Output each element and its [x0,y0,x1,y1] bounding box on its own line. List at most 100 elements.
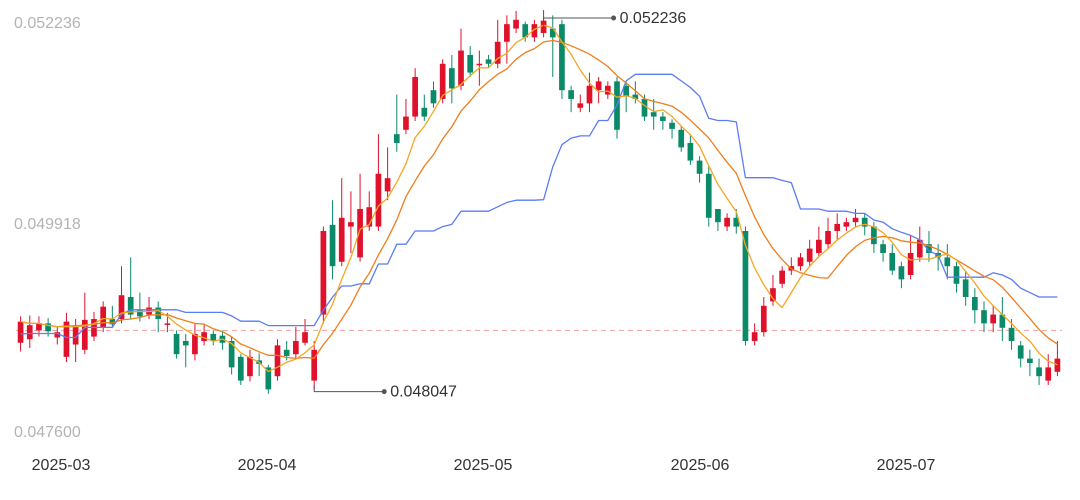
candle-body [1017,345,1024,359]
candle [944,244,951,280]
candle [329,200,336,280]
candle [1036,358,1042,385]
candle-body [155,307,162,319]
candle [816,226,822,258]
candle [210,330,217,346]
candle [458,28,464,91]
candle [705,164,712,227]
candle [760,296,767,337]
candle [724,213,730,231]
candle-body [164,323,171,325]
candle-body [100,306,107,328]
candle-body [577,103,584,108]
x-tick-label: 2025-06 [671,457,730,474]
candle-body [981,310,987,324]
candle [265,364,272,394]
candle [448,54,455,104]
candle [81,292,88,355]
candle-body [329,224,336,267]
candle-body [889,252,896,271]
candle-body [760,305,767,333]
candle [696,156,703,183]
candle-body [604,85,611,95]
candle-body [1027,358,1033,363]
candle-body [907,252,914,275]
candle [834,213,841,240]
candle-body [118,295,125,319]
candle-body [393,134,400,143]
y-tick-label: 0.047600 [14,424,81,441]
candle [889,244,896,275]
candle [485,54,492,69]
candle [568,85,574,113]
candle [650,98,657,130]
candle-body [412,76,418,117]
candle-body [715,208,721,223]
candle [293,326,299,359]
candle-body [439,63,446,99]
candle [494,19,501,69]
candle [182,333,189,368]
candle-body [302,332,308,343]
candle [687,134,694,165]
candle-body [265,367,272,390]
candle [880,239,886,262]
candle-body [137,310,143,317]
candle-body [586,85,593,104]
candle [247,349,253,382]
candle-body [348,222,354,227]
candle-body [687,142,694,161]
candle-body [816,239,822,253]
candle-body [843,222,850,227]
candle [797,252,804,271]
candle-body [375,173,382,227]
candle [1054,340,1061,377]
candle-body [926,244,932,253]
candle [981,301,987,333]
candle [751,323,758,346]
candle [173,330,180,359]
candle-body [403,116,409,130]
candle [1045,354,1052,385]
x-tick-label: 2025-04 [238,457,297,474]
candle-body [494,41,501,64]
candle-body [1036,367,1042,377]
candle-body [210,333,217,341]
candle-body [944,257,951,267]
candle-body [898,266,905,280]
candle [393,94,400,152]
high-callout-dot [611,15,617,21]
candle [916,226,923,262]
candle-body [660,116,666,121]
candle-body [871,226,877,245]
candle-body [1008,327,1015,341]
candle-body [485,59,492,64]
candle-body [733,217,740,227]
candle-body [962,279,969,297]
candle [971,288,978,324]
moving-averages-group [20,24,1058,373]
candle-body [1054,358,1061,372]
x-axis-labels: 2025-03 2025-04 2025-05 2025-06 2025-07 [32,457,936,474]
high-callout-line [543,17,614,27]
candle [962,270,969,306]
candle [237,354,244,385]
candle [577,94,584,113]
high-value-label: 0.052236 [620,10,687,27]
candle [632,81,639,104]
candle-body [724,217,730,227]
candle-body [109,318,116,325]
candle-body [953,266,960,284]
candle [155,301,162,333]
candle [549,15,556,77]
candle [54,326,61,345]
candle-body [1045,367,1052,381]
candle [825,217,831,249]
candle-body [696,160,703,174]
candle [320,226,327,324]
candle-body [678,129,685,148]
y-tick-label: 0.049918 [14,216,81,233]
candle [623,81,630,113]
candle [91,311,97,341]
